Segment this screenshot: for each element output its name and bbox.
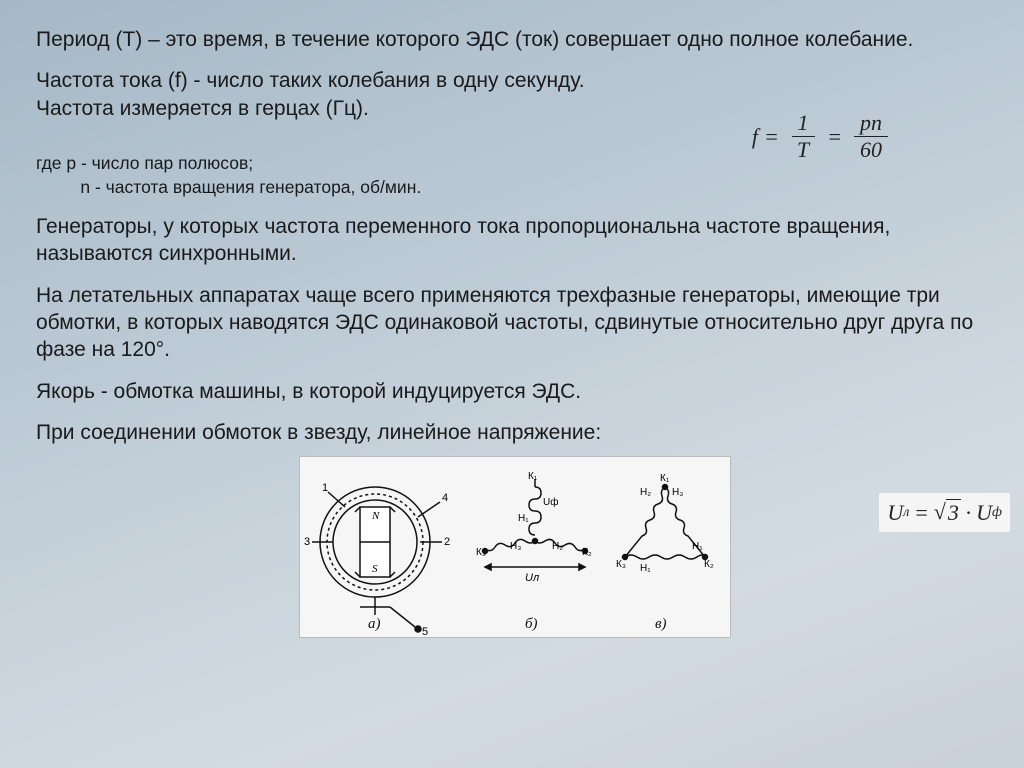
- svg-text:Н₃: Н₃: [510, 541, 521, 552]
- svg-text:Н₂: Н₂: [640, 487, 651, 498]
- svg-text:Uф: Uф: [543, 496, 558, 508]
- f2-U1: U: [887, 500, 903, 526]
- svg-text:К₃: К₃: [476, 547, 486, 558]
- svg-text:Н₁: Н₁: [518, 513, 529, 524]
- formula-frequency: f = 1 T = pn 60: [752, 111, 894, 162]
- svg-text:Н₁: Н₁: [692, 541, 703, 552]
- freq-line-1: Частота тока (f) - число таких колебания…: [36, 67, 994, 94]
- generator-diagram: N S 4 2 3 1 5: [299, 456, 731, 638]
- f2-sqrt-body: 3: [946, 499, 961, 526]
- svg-text:К₂: К₂: [582, 547, 592, 558]
- svg-text:К₁: К₁: [660, 473, 670, 484]
- formula-lhs: f: [752, 124, 758, 150]
- svg-text:N: N: [371, 510, 380, 522]
- svg-text:Н₃: Н₃: [672, 487, 683, 498]
- formula-frac1: 1 T: [791, 111, 815, 162]
- paragraph-period: Период (Т) – это время, в течение которо…: [36, 26, 994, 53]
- paragraph-star: При соединении обмоток в звезду, линейно…: [36, 419, 994, 446]
- formula-eq1: =: [764, 124, 779, 150]
- f2-eq: =: [915, 500, 927, 526]
- svg-text:1: 1: [322, 482, 328, 494]
- svg-text:5: 5: [422, 626, 428, 637]
- formula-frac2: pn 60: [854, 111, 888, 162]
- frac1-num: 1: [792, 111, 815, 137]
- f2-sub-f: ф: [992, 505, 1002, 521]
- svg-text:К₁: К₁: [528, 471, 538, 482]
- svg-text:К₂: К₂: [704, 559, 714, 570]
- paragraph-synchronous: Генераторы, у которых частота переменног…: [36, 213, 994, 268]
- legend-p: где p - число пар полюсов;: [36, 153, 253, 173]
- svg-text:К₃: К₃: [616, 559, 626, 570]
- diagram-label-b: б): [525, 616, 538, 633]
- svg-text:3: 3: [304, 536, 310, 548]
- frac2-den: 60: [854, 137, 888, 162]
- frequency-block: Частота тока (f) - число таких колебания…: [36, 67, 994, 122]
- f2-U2: U: [976, 500, 992, 526]
- formula-eq2: =: [827, 124, 842, 150]
- formula-line-voltage: Uл = √3 · Uф: [879, 493, 1010, 532]
- paragraph-yakor: Якорь - обмотка машины, в которой индуци…: [36, 378, 994, 405]
- svg-text:Н₂: Н₂: [552, 541, 563, 552]
- svg-text:S: S: [372, 563, 378, 575]
- frac1-den: T: [791, 137, 815, 162]
- svg-text:2: 2: [444, 536, 450, 548]
- svg-text:4: 4: [442, 492, 448, 504]
- diagram-label-v: в): [655, 616, 667, 633]
- legend-n: n - частота вращения генератора, об/мин.: [80, 177, 421, 197]
- f2-sqrt: √3: [934, 499, 961, 526]
- svg-text:Н₁: Н₁: [640, 563, 651, 574]
- frac2-num: pn: [854, 111, 888, 137]
- diagram-label-a: а): [368, 616, 381, 633]
- f2-dot: ·: [965, 500, 972, 526]
- svg-text:Uл: Uл: [525, 572, 539, 584]
- paragraph-threephase: На летательных аппаратах чаще всего прим…: [36, 282, 994, 364]
- f2-sub-l: л: [903, 505, 909, 521]
